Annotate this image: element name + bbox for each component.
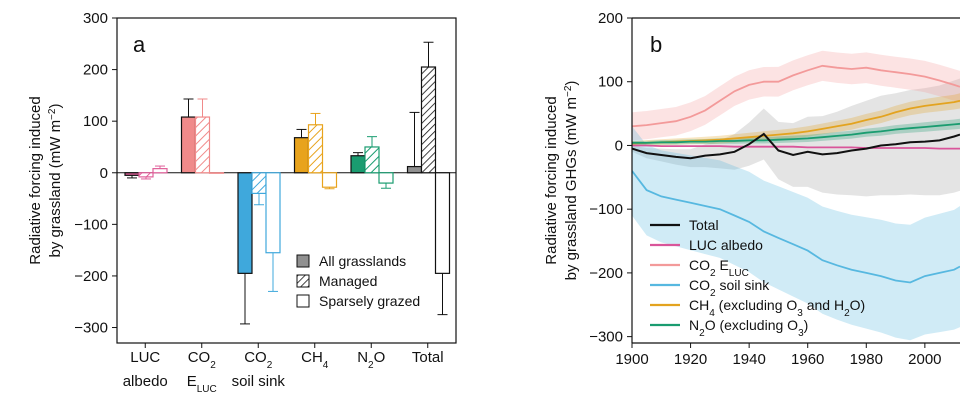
y-tick-label: −300 [589,329,623,346]
y-tick-label: −300 [74,320,108,337]
panel-label: a [133,32,146,57]
legend-label: Managed [319,273,377,289]
y-tick-label: 0 [100,165,108,182]
bar [293,137,310,174]
y-tick-label: −200 [74,268,108,285]
legend-label: Sparsely grazed [319,293,420,309]
x-tick-label: 1940 [732,351,765,368]
y-tick-label: −100 [589,201,623,218]
category-label: LUC [130,349,160,366]
x-tick-label: 2000 [908,351,941,368]
bar [420,66,437,174]
x-tick-label: 1900 [615,351,648,368]
series-line [632,64,960,128]
series-line [632,170,960,284]
bar [265,172,281,254]
legend-label: N2O (excluding O3) [689,317,808,339]
total-uncertainty-band [632,78,960,197]
series-line-total [632,132,960,160]
bar [307,124,324,174]
plot-area [632,50,960,341]
y-axis-label: Radiative forcing induced [27,96,44,264]
y-tick-label: 100 [83,113,108,130]
panel-a: 300 200 100 0 −100 −200 −300 Radiative forcing … [27,10,457,395]
category-label: N2O [357,349,385,371]
bar [321,172,338,188]
bar [194,116,211,174]
y-tick-label: −200 [589,265,623,282]
bar [180,116,197,174]
legend-label: CH4 (excluding O3 and H2O) [689,297,865,319]
y-tick-label: 200 [598,10,623,27]
plot-frame [116,17,457,344]
bar [208,172,225,174]
y-tick-label: 0 [615,137,623,154]
legend-swatch [296,254,310,268]
category-label: ELUC [187,373,217,395]
category-label: Total [412,349,444,366]
series-line [632,122,960,144]
x-tick-label: 1980 [850,351,883,368]
y-tick-label: 200 [83,62,108,79]
legend-label: CO2 soil sink [689,277,770,299]
legend-label: CO2 ELUC [689,257,749,279]
y-tick-label: −100 [74,216,108,233]
series-line [632,144,960,150]
y-axis-label: by grassland (mW m−2) [47,104,65,258]
x-tick-label: 1960 [791,351,824,368]
legend-label: Total [689,217,719,233]
legend-label: All grasslands [319,253,406,269]
y-tick-label: 100 [598,74,623,91]
category-label: albedo [123,373,168,390]
y-tick-label: 300 [83,10,108,27]
legend-label: LUC albedo [689,237,763,253]
bar [378,172,394,184]
category-label: CO2 [244,349,273,371]
legend-swatch [296,294,310,308]
legend-swatch [296,274,310,288]
bar [152,168,168,174]
bar [251,172,267,194]
y-axis-label: Radiative forcing induced [543,96,560,264]
bar [406,165,423,174]
y-axis-label: by grassland GHGs (mW m−2) [563,81,581,281]
bar [350,155,366,174]
x-tick-label: 1920 [674,351,707,368]
category-label: CH4 [301,349,329,371]
panel-b: 200 100 0 −100 −200 −300 1900 1920 1940 1960 1980 2… [543,10,960,368]
bar [124,172,140,176]
panel-label: b [650,32,662,57]
bar [237,172,253,274]
uncertainty-band [632,126,960,341]
category-label: soil sink [232,373,286,390]
bar [138,172,154,178]
bar [434,172,451,274]
uncertainty-band [632,93,960,147]
uncertainty-band [632,50,960,141]
bar [364,146,380,174]
category-label: CO2 [188,349,217,371]
